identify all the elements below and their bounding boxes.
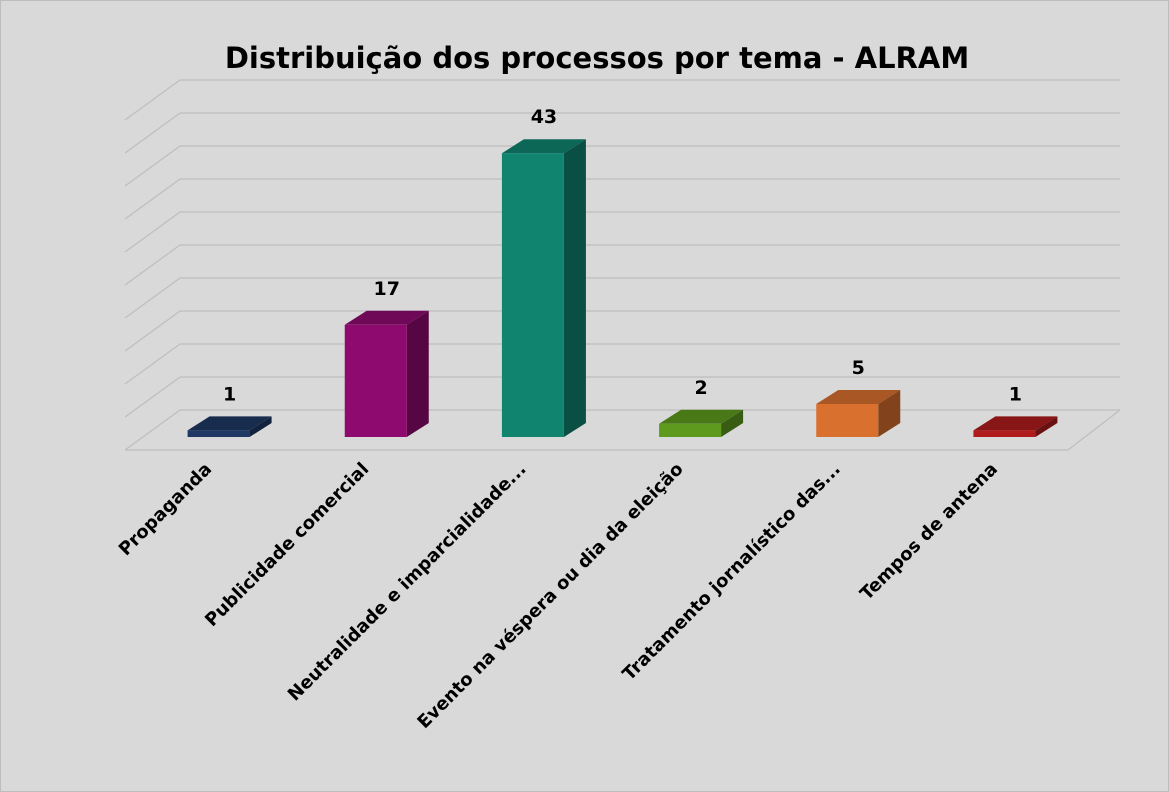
- grid-line: [124, 277, 1120, 319]
- data-label: 43: [531, 106, 557, 128]
- grid-line: [124, 211, 1120, 253]
- grid-line: [124, 310, 1120, 352]
- grid-line: [124, 343, 1120, 385]
- bar-top: [501, 139, 586, 154]
- chart-title: Distribuição dos processos por tema - AL…: [225, 41, 969, 75]
- bar-side: [721, 409, 744, 437]
- grid-line: [124, 376, 1120, 418]
- grid-line: [124, 178, 1120, 220]
- bar: [501, 153, 564, 437]
- bar-side: [1035, 416, 1058, 437]
- bar: [187, 430, 250, 437]
- grid-line: [124, 409, 1120, 451]
- bar: [659, 423, 722, 437]
- bar-top: [973, 416, 1058, 431]
- bar: [973, 430, 1036, 437]
- bar-side: [406, 310, 429, 437]
- data-label: 17: [374, 278, 400, 300]
- bar-top: [344, 310, 429, 325]
- grid-line: [124, 145, 1120, 187]
- bar-top: [187, 416, 272, 431]
- grid-line: [124, 79, 1120, 121]
- bar: [344, 324, 407, 437]
- bar-side: [878, 390, 901, 437]
- data-label: 1: [223, 383, 236, 405]
- data-label: 1: [1009, 383, 1022, 405]
- bar-top: [816, 390, 901, 404]
- floor-edge: [1067, 409, 1121, 451]
- data-label: 5: [852, 357, 865, 379]
- bar-side: [249, 416, 272, 437]
- grid-line: [124, 112, 1120, 154]
- bar: [816, 404, 879, 437]
- grid-line: [124, 244, 1120, 286]
- data-label: 2: [694, 377, 707, 399]
- bar-top: [659, 409, 744, 424]
- bar-side: [563, 139, 586, 437]
